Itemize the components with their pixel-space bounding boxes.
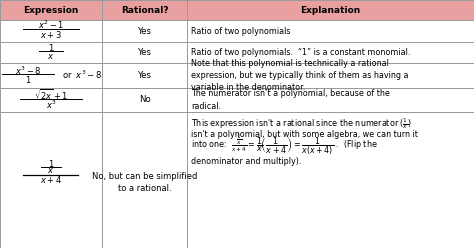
- Text: $1$: $1$: [48, 42, 54, 53]
- Bar: [102, 20, 187, 42]
- Text: $x$: $x$: [47, 52, 55, 61]
- Bar: [187, 42, 474, 63]
- Text: The numerator isn’t a polynomial, because of the
radical.: The numerator isn’t a polynomial, becaus…: [191, 89, 390, 111]
- Text: Expression: Expression: [23, 6, 79, 15]
- Bar: [102, 63, 187, 88]
- Text: No, but can be simplified
to a rational.: No, but can be simplified to a rational.: [92, 172, 197, 193]
- Text: $1$: $1$: [48, 158, 54, 169]
- Bar: [0, 88, 102, 112]
- Bar: [0, 112, 102, 248]
- Text: into one:  $\frac{\dfrac{1}{x}}{x+4}=\dfrac{1}{x}\!\left(\dfrac{1}{x+4}\right)=\: into one: $\frac{\dfrac{1}{x}}{x+4}=\dfr…: [191, 132, 378, 157]
- Bar: [187, 88, 474, 112]
- Bar: [102, 88, 187, 112]
- Text: $x^3$: $x^3$: [46, 99, 56, 111]
- Text: Yes: Yes: [137, 48, 152, 57]
- Text: isn't a polynomial, but with some algebra, we can turn it: isn't a polynomial, but with some algebr…: [191, 130, 418, 139]
- Text: Ratio of two polynomials.  “1” is a constant monomial.: Ratio of two polynomials. “1” is a const…: [191, 48, 410, 57]
- Text: $x^3-8$: $x^3-8$: [15, 64, 42, 77]
- Bar: [102, 0, 187, 20]
- Bar: [0, 63, 102, 88]
- Text: $\sqrt{2x}+1$: $\sqrt{2x}+1$: [34, 88, 68, 102]
- Text: $x$: $x$: [47, 166, 55, 175]
- Text: Note that this polynomial is technically a rational
expression, but we typically: Note that this polynomial is technically…: [191, 59, 409, 92]
- Text: $x+4$: $x+4$: [40, 174, 62, 185]
- Text: Ratio of two polynomials: Ratio of two polynomials: [191, 27, 291, 35]
- Bar: [102, 42, 187, 63]
- Text: Yes: Yes: [137, 27, 152, 35]
- Bar: [187, 63, 474, 88]
- Bar: [187, 112, 474, 248]
- Text: Rational?: Rational?: [121, 6, 168, 15]
- Bar: [102, 112, 187, 248]
- Text: denominator and multiply).: denominator and multiply).: [191, 157, 301, 166]
- Bar: [187, 0, 474, 20]
- Bar: [0, 0, 102, 20]
- Text: $x^2-1$: $x^2-1$: [38, 19, 64, 31]
- Text: This expression isn't a rational since the numerator ($\frac{1}{x}$): This expression isn't a rational since t…: [191, 116, 412, 131]
- Text: $1$: $1$: [25, 74, 31, 85]
- Bar: [0, 20, 102, 42]
- Text: Yes: Yes: [137, 71, 152, 80]
- Bar: [0, 42, 102, 63]
- Bar: [187, 20, 474, 42]
- Text: No: No: [139, 95, 150, 104]
- Text: or  $x^3-8$: or $x^3-8$: [63, 68, 103, 81]
- Text: Explanation: Explanation: [301, 6, 361, 15]
- Text: $x+3$: $x+3$: [40, 29, 62, 40]
